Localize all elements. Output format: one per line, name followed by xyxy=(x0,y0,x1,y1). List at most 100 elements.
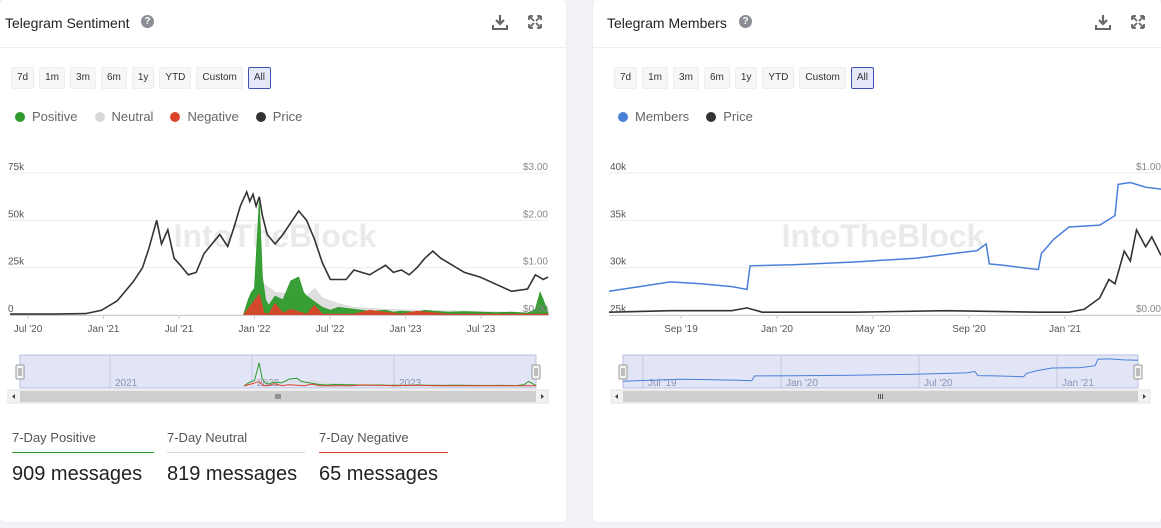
fullscreen-icon[interactable] xyxy=(1129,13,1147,31)
card-header: Telegram Members ? xyxy=(593,0,1161,48)
members-card: Telegram Members ? 7d 1m 3m 6m 1y YTD Custom Al… xyxy=(593,0,1161,522)
range-button-custom[interactable]: Custom xyxy=(799,67,846,89)
stat-label: 7-Day Neutral xyxy=(167,430,305,453)
y-left-tick-label: 30k xyxy=(610,257,627,268)
download-icon[interactable] xyxy=(1094,13,1112,31)
chart-legend: Positive Neutral Negative Price xyxy=(15,109,302,124)
watermark: IntoTheBlock xyxy=(174,218,377,254)
navigator-series-negative xyxy=(243,381,536,387)
card-header: Telegram Sentiment ? xyxy=(0,0,566,48)
range-button-1y[interactable]: 1y xyxy=(131,67,155,89)
watermark: IntoTheBlock xyxy=(782,218,985,254)
navigator-handle xyxy=(531,364,541,380)
y-left-tick-label: 50k xyxy=(8,209,25,220)
legend-dot xyxy=(94,111,105,122)
x-tick-label: Jan '23 xyxy=(390,324,422,335)
navigator-label: 2021 xyxy=(115,378,138,389)
navigator-label: Jul '19 xyxy=(648,378,677,389)
range-button-1m[interactable]: 1m xyxy=(39,67,66,89)
download-icon[interactable] xyxy=(491,13,509,31)
y-left-tick-label: 0 xyxy=(8,304,14,315)
legend-label: Price xyxy=(723,109,753,124)
scroll-left-arrow xyxy=(12,394,15,399)
range-button-1y[interactable]: 1y xyxy=(734,67,758,89)
legend-dot xyxy=(170,111,181,122)
range-button-1m[interactable]: 1m xyxy=(642,67,669,89)
legend-label: Negative xyxy=(187,109,239,124)
y-left-tick-label: 40k xyxy=(610,162,627,173)
series-price-line xyxy=(10,189,549,315)
y-right-tick-label: $0.00 xyxy=(523,304,548,315)
range-button-7d[interactable]: 7d xyxy=(614,67,638,89)
series-price-line xyxy=(608,227,1161,313)
legend-dot xyxy=(255,111,266,122)
range-button-6m[interactable]: 6m xyxy=(100,67,127,89)
navigator-label: Jul '20 xyxy=(924,378,953,389)
stat-7-day-negative: 7-Day Negative 65 messages xyxy=(319,430,448,486)
range-button-all[interactable]: All xyxy=(247,67,271,89)
navigator-series-members xyxy=(622,358,1139,382)
x-tick-label: Jan '21 xyxy=(1049,324,1081,335)
y-right-tick-label: $2.00 xyxy=(523,209,548,220)
navigator-label: 2023 xyxy=(399,378,422,389)
y-right-tick-label: $1.00 xyxy=(1136,162,1161,173)
help-icon[interactable]: ? xyxy=(141,15,154,28)
range-button-7d[interactable]: 7d xyxy=(11,67,35,89)
legend-dot xyxy=(706,111,717,122)
scroll-left-arrow xyxy=(615,394,618,399)
x-tick-label: Jul '22 xyxy=(316,324,345,335)
card-title: Telegram Members xyxy=(607,15,727,31)
card-title: Telegram Sentiment xyxy=(5,15,130,31)
x-tick-label: Jan '20 xyxy=(761,324,793,335)
legend-item-price[interactable]: Price xyxy=(706,109,753,124)
legend-label: Members xyxy=(635,109,690,124)
range-button-3m[interactable]: 3m xyxy=(673,67,699,89)
stat-7-day-neutral: 7-Day Neutral 819 messages xyxy=(167,430,305,486)
legend-label: Price xyxy=(272,109,303,124)
x-tick-label: Jan '22 xyxy=(239,324,271,335)
stat-7-day-positive: 7-Day Positive 909 messages xyxy=(12,430,154,486)
range-button-6m[interactable]: 6m xyxy=(703,67,730,89)
fullscreen-icon[interactable] xyxy=(526,13,544,31)
y-left-tick-label: 25k xyxy=(8,257,25,268)
navigator-label: Jan '20 xyxy=(786,378,818,389)
series-positive-area xyxy=(242,201,549,316)
stat-value: 909 messages xyxy=(12,463,143,485)
members-chart: IntoTheBlock 25k 30k 35k 40k $0.00 $1.00 Sep '… xyxy=(608,162,1161,404)
navigator-label: Jan '21 xyxy=(1062,378,1094,389)
legend-item-price[interactable]: Price xyxy=(255,109,303,124)
scroll-right-arrow xyxy=(1143,394,1146,399)
x-tick-label: Jan '21 xyxy=(88,324,120,335)
range-button-ytd[interactable]: YTD xyxy=(159,67,192,89)
help-icon[interactable]: ? xyxy=(739,15,752,28)
stat-label: 7-Day Negative xyxy=(319,430,448,453)
x-tick-label: May '20 xyxy=(856,324,891,335)
range-button-3m[interactable]: 3m xyxy=(70,67,96,89)
chart-legend: Members Price xyxy=(618,109,753,124)
y-left-tick-label: 25k xyxy=(610,304,627,315)
navigator-label: 2022 xyxy=(257,378,280,389)
sentiment-chart: IntoTheBlock 0 25k 50k 75k $0.00 $1.00 $2.00 $3… xyxy=(7,162,549,404)
range-button-all[interactable]: All xyxy=(850,67,874,89)
navigator-handle xyxy=(618,364,628,380)
x-tick-label: Jul '23 xyxy=(467,324,496,335)
navigator-window xyxy=(622,354,1139,389)
x-tick-label: Sep '20 xyxy=(952,324,986,335)
y-right-tick-label: $0.00 xyxy=(1136,304,1161,315)
legend-dot xyxy=(618,111,628,122)
series-negative-area xyxy=(242,293,549,316)
legend-item-members[interactable]: Members xyxy=(618,109,689,124)
legend-item-neutral[interactable]: Neutral xyxy=(94,109,154,124)
legend-label: Neutral xyxy=(111,109,154,124)
series-members-line xyxy=(608,181,1161,293)
navigator-handle xyxy=(1133,364,1143,380)
scroll-right-arrow xyxy=(541,394,544,399)
stat-value: 65 messages xyxy=(319,463,438,485)
legend-item-negative[interactable]: Negative xyxy=(170,109,239,124)
x-tick-label: Jul '20 xyxy=(14,324,43,335)
range-button-ytd[interactable]: YTD xyxy=(762,67,795,89)
navigator-handle xyxy=(15,364,25,380)
legend-item-positive[interactable]: Positive xyxy=(15,109,78,124)
range-button-custom[interactable]: Custom xyxy=(196,67,243,89)
stat-value: 819 messages xyxy=(167,463,298,485)
